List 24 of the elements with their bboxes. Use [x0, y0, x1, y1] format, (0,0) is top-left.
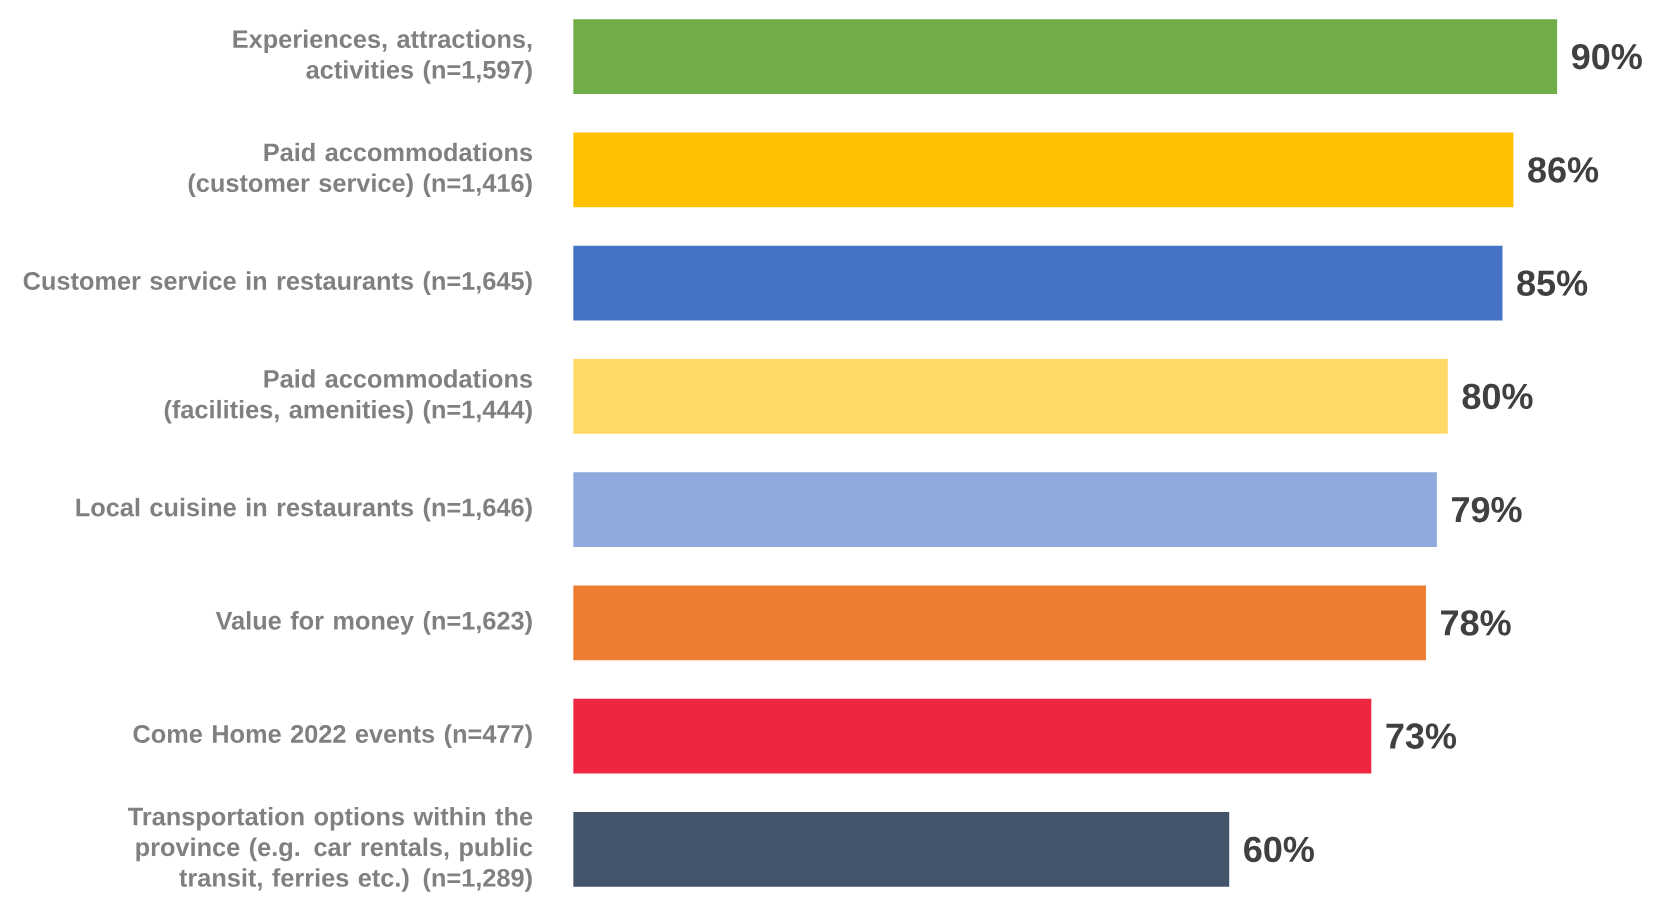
y-tick-label: Transportation options within the province (e.g. car rentals, public transit, ferries etc.) (n=1,289): [128, 806, 533, 892]
y-tick-label: Customer service in restaurants (n=1,645): [23, 271, 532, 295]
y-tick-label: Value for money (n=1,623): [215, 611, 532, 635]
bar: [573, 585, 1426, 661]
data-label: 78%: [1441, 610, 1511, 636]
bar: [573, 359, 1448, 434]
data-label: 86%: [1528, 157, 1599, 183]
data-label: 90%: [1572, 43, 1642, 70]
data-label: 60%: [1244, 836, 1314, 863]
data-label: 79%: [1452, 496, 1522, 523]
bar: [573, 245, 1503, 321]
y-tick-label: Local cuisine in restaurants (n=1,646): [76, 497, 532, 522]
y-tick-label: Come Home 2022 events (n=477): [133, 724, 532, 748]
bar: [573, 19, 1558, 95]
y-tick-label: Paid accommodations (customer service) (n=1,416): [188, 142, 533, 198]
bar: [573, 812, 1230, 887]
y-tick-label: Experiences, attractions, activities (n=1,597): [233, 29, 532, 84]
bar: [573, 472, 1437, 548]
data-label: 80%: [1462, 383, 1533, 410]
data-label: 85%: [1517, 270, 1588, 296]
y-tick-label: Paid accommodations (facilities, amenities) (n=1,444): [164, 369, 533, 424]
bar: [573, 698, 1372, 774]
bar: [573, 132, 1514, 208]
data-label: 73%: [1386, 723, 1457, 749]
